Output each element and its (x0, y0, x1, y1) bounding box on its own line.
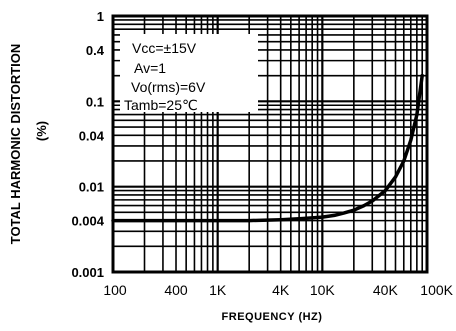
y-tick-label: 0.1 (86, 94, 104, 109)
x-tick-label: 400 (164, 282, 188, 298)
y-tick-labels: 0.001 0.004 0.01 0.04 0.1 0.4 1 (71, 9, 104, 280)
x-tick-label: 100K (420, 282, 453, 298)
y-tick-label: 0.01 (79, 180, 104, 195)
condition-annotation: Vcc=±15V (132, 40, 197, 56)
y-axis-unit: (%) (34, 121, 49, 141)
condition-annotation: Av=1 (134, 60, 166, 76)
annotation-box (120, 34, 258, 112)
y-tick-label: 0.004 (71, 214, 104, 229)
y-axis-title: TOTAL HARMONIC DISTORTION (8, 44, 23, 245)
x-tick-label: 100 (103, 282, 127, 298)
y-tick-label: 1 (97, 9, 104, 24)
y-tick-label: 0.4 (86, 43, 105, 58)
condition-annotation: Tamb=25℃ (124, 97, 198, 113)
x-tick-labels: 100 400 1K 4K 10K 40K 100K (103, 282, 453, 298)
x-tick-label: 1K (209, 282, 227, 298)
x-tick-label: 10K (310, 282, 336, 298)
x-tick-label: 40K (373, 282, 399, 298)
thd-curve (111, 73, 424, 223)
y-tick-label: 0.001 (71, 265, 104, 280)
series-layer (111, 73, 424, 223)
condition-annotation: Vo(rms)=6V (131, 79, 206, 95)
x-tick-label: 4K (272, 282, 290, 298)
y-tick-label: 0.04 (79, 128, 105, 143)
x-axis-title: FREQUENCY (HZ) (222, 311, 323, 323)
annotation-layer: Vcc=±15V Av=1 Vo(rms)=6V Tamb=25℃ (120, 34, 258, 113)
plot-frame (111, 14, 429, 274)
